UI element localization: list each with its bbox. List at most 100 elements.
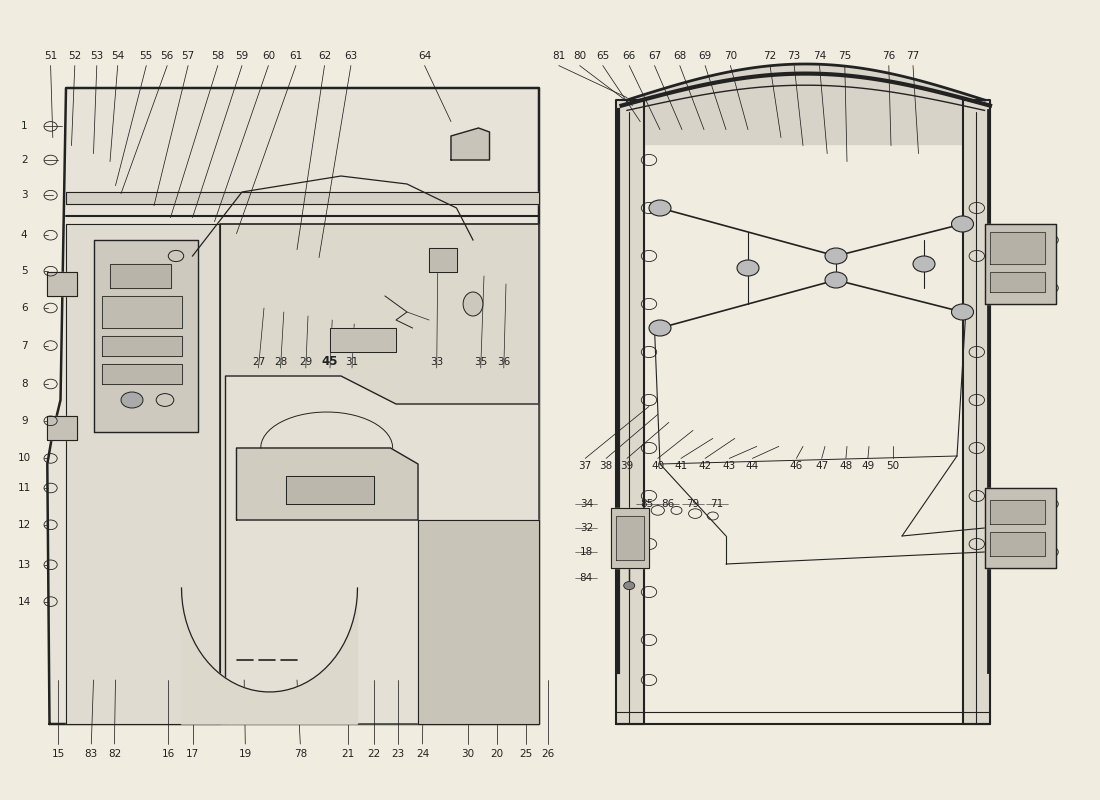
Circle shape xyxy=(649,200,671,216)
Text: 33: 33 xyxy=(430,357,443,366)
Text: 70: 70 xyxy=(724,51,737,61)
Polygon shape xyxy=(236,448,418,520)
Text: 43: 43 xyxy=(723,462,736,471)
Text: 82: 82 xyxy=(108,749,121,758)
Polygon shape xyxy=(286,476,374,504)
Polygon shape xyxy=(616,516,644,560)
Text: 37: 37 xyxy=(579,462,592,471)
Text: 62: 62 xyxy=(318,51,331,61)
Polygon shape xyxy=(990,532,1045,556)
Text: 86: 86 xyxy=(661,499,674,509)
Text: 67: 67 xyxy=(648,51,661,61)
Text: 2: 2 xyxy=(21,155,28,165)
Text: 57: 57 xyxy=(182,51,195,61)
Text: 56: 56 xyxy=(161,51,174,61)
Text: 53: 53 xyxy=(90,51,103,61)
Text: 6: 6 xyxy=(21,303,28,313)
Text: 60: 60 xyxy=(262,51,275,61)
Text: 41: 41 xyxy=(674,462,688,471)
Text: 25: 25 xyxy=(519,749,532,758)
Text: 74: 74 xyxy=(813,51,826,61)
Polygon shape xyxy=(66,192,539,204)
Text: 15: 15 xyxy=(52,749,65,758)
Polygon shape xyxy=(610,508,649,568)
Polygon shape xyxy=(220,224,539,724)
Text: 63: 63 xyxy=(344,51,358,61)
Text: 14: 14 xyxy=(18,597,31,606)
Circle shape xyxy=(952,304,974,320)
Polygon shape xyxy=(182,588,358,724)
Text: 47: 47 xyxy=(815,462,828,471)
Text: 77: 77 xyxy=(906,51,920,61)
Text: 19: 19 xyxy=(239,749,252,758)
Circle shape xyxy=(913,256,935,272)
Text: 69: 69 xyxy=(698,51,712,61)
Polygon shape xyxy=(330,328,396,352)
Polygon shape xyxy=(226,376,539,724)
Text: 64: 64 xyxy=(418,51,431,61)
Circle shape xyxy=(121,392,143,408)
Text: 49: 49 xyxy=(861,462,875,471)
Text: 38: 38 xyxy=(600,462,613,471)
Text: 84: 84 xyxy=(580,573,593,582)
Text: 71: 71 xyxy=(711,499,724,509)
Ellipse shape xyxy=(463,292,483,316)
Text: 76: 76 xyxy=(882,51,895,61)
Text: 59: 59 xyxy=(235,51,249,61)
Circle shape xyxy=(649,320,671,336)
Polygon shape xyxy=(616,100,644,724)
Text: 73: 73 xyxy=(788,51,801,61)
Text: 48: 48 xyxy=(839,462,853,471)
Text: 31: 31 xyxy=(345,357,359,366)
Polygon shape xyxy=(429,248,456,272)
Text: 51: 51 xyxy=(44,51,57,61)
Polygon shape xyxy=(990,272,1045,292)
Polygon shape xyxy=(110,264,170,288)
Polygon shape xyxy=(66,224,220,724)
Text: 13: 13 xyxy=(18,560,31,570)
Polygon shape xyxy=(94,240,198,432)
Circle shape xyxy=(825,272,847,288)
Text: 34: 34 xyxy=(580,499,593,509)
Text: 23: 23 xyxy=(392,749,405,758)
Text: 72: 72 xyxy=(763,51,777,61)
Circle shape xyxy=(624,582,635,590)
Text: 66: 66 xyxy=(623,51,636,61)
Polygon shape xyxy=(102,296,182,328)
Text: 22: 22 xyxy=(367,749,381,758)
Polygon shape xyxy=(418,520,539,724)
Polygon shape xyxy=(102,336,182,356)
Polygon shape xyxy=(990,232,1045,264)
Text: 9: 9 xyxy=(21,416,28,426)
Text: 52: 52 xyxy=(68,51,81,61)
Circle shape xyxy=(52,421,72,435)
Polygon shape xyxy=(102,364,182,384)
Polygon shape xyxy=(962,100,990,724)
Text: 7: 7 xyxy=(21,341,28,350)
Circle shape xyxy=(952,216,974,232)
Text: 24: 24 xyxy=(416,749,429,758)
Text: 36: 36 xyxy=(497,357,510,366)
Text: 12: 12 xyxy=(18,520,31,530)
Text: 50: 50 xyxy=(887,462,900,471)
Polygon shape xyxy=(451,128,490,160)
Text: 44: 44 xyxy=(746,462,759,471)
Text: 10: 10 xyxy=(18,454,31,463)
Polygon shape xyxy=(984,488,1056,568)
Text: 81: 81 xyxy=(552,51,565,61)
Text: 20: 20 xyxy=(491,749,504,758)
Circle shape xyxy=(52,277,72,291)
Text: 54: 54 xyxy=(111,51,124,61)
Text: 46: 46 xyxy=(790,462,803,471)
Text: 42: 42 xyxy=(698,462,712,471)
Text: 5: 5 xyxy=(21,266,28,276)
Text: 79: 79 xyxy=(686,499,700,509)
Text: 75: 75 xyxy=(838,51,851,61)
Text: 21: 21 xyxy=(341,749,354,758)
Polygon shape xyxy=(47,416,77,440)
Text: 78: 78 xyxy=(294,749,307,758)
Text: 16: 16 xyxy=(162,749,175,758)
Text: 85: 85 xyxy=(640,499,653,509)
Text: 11: 11 xyxy=(18,483,31,493)
Text: 45: 45 xyxy=(321,355,339,368)
